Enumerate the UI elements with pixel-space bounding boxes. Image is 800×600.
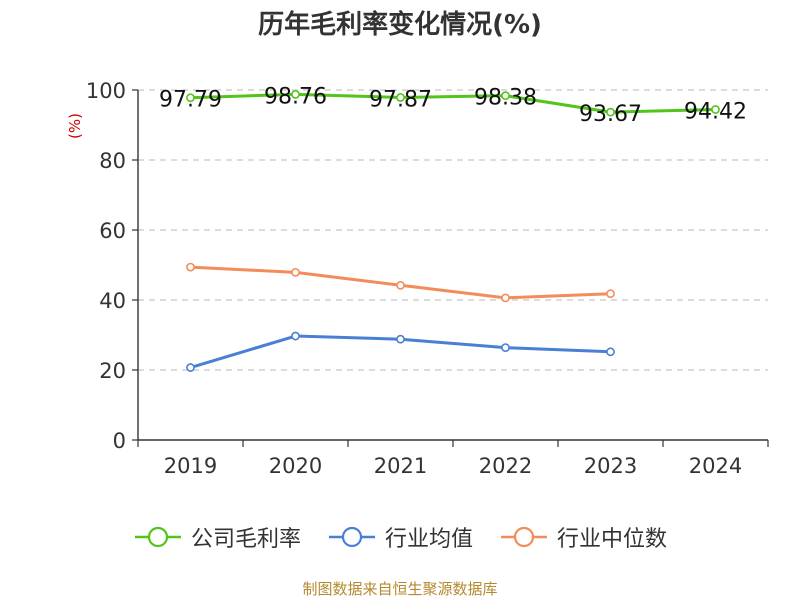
data-point xyxy=(291,331,300,341)
y-tick-label: 60 xyxy=(99,219,126,243)
x-tick-label: 2022 xyxy=(479,454,532,478)
data-point xyxy=(396,280,405,290)
legend-item[interactable]: 公司毛利率 xyxy=(133,521,301,553)
legend-item[interactable]: 行业均值 xyxy=(327,521,473,553)
legend-label: 行业均值 xyxy=(384,527,473,552)
chart-title: 历年毛利率变化情况(%) xyxy=(258,10,542,40)
data-labels: 97.79 98.76 97.87 98.38 93.67 94.42 xyxy=(159,84,747,127)
x-tick-label: 2021 xyxy=(374,454,427,478)
legend-marker-icon xyxy=(328,526,375,548)
y-tick-label: 80 xyxy=(99,149,126,173)
x-tick-label: 2020 xyxy=(269,454,322,478)
y-tick-label: 40 xyxy=(99,289,126,313)
series-line-0 xyxy=(190,92,716,114)
data-point xyxy=(291,267,300,277)
source-note: 制图数据来自恒生聚源数据库 xyxy=(302,580,498,598)
data-label: 98.38 xyxy=(474,86,537,111)
data-point xyxy=(291,89,300,99)
data-point xyxy=(186,93,195,103)
grid-lines xyxy=(138,89,768,371)
data-point xyxy=(396,334,405,344)
data-point xyxy=(711,105,720,114)
data-point xyxy=(501,293,510,303)
chart-legend: 公司毛利率 行业均值 行业中位数 xyxy=(0,520,800,554)
series-lines xyxy=(186,89,720,372)
data-label: 97.79 xyxy=(159,88,222,113)
y-axis-label: (%) xyxy=(66,113,84,139)
x-tick-label: 2024 xyxy=(689,454,742,478)
legend-label: 行业中位数 xyxy=(557,527,668,552)
data-label: 93.67 xyxy=(579,102,642,127)
data-point xyxy=(501,91,510,101)
data-label: 94.42 xyxy=(684,100,747,125)
axes: 0 20 40 60 80 100 2019 2020 2021 2022 2023 2024 (%) xyxy=(66,79,769,478)
legend-marker-icon xyxy=(501,526,547,548)
y-tick-label: 0 xyxy=(113,429,126,453)
data-point xyxy=(186,262,195,272)
legend-label: 公司毛利率 xyxy=(190,527,301,552)
data-label: 97.87 xyxy=(369,87,432,112)
data-point xyxy=(501,343,510,352)
data-point xyxy=(606,289,615,299)
data-point xyxy=(396,93,405,102)
x-tick-label: 2019 xyxy=(164,454,217,478)
data-point xyxy=(606,347,615,357)
data-label: 98.76 xyxy=(264,84,327,109)
y-tick-label: 20 xyxy=(99,359,126,383)
legend-marker-icon xyxy=(134,526,181,548)
x-tick-label: 2023 xyxy=(584,454,637,478)
data-point xyxy=(186,363,195,372)
data-point xyxy=(606,107,615,117)
y-tick-label: 100 xyxy=(86,79,126,103)
legend-item[interactable]: 行业中位数 xyxy=(499,521,667,553)
